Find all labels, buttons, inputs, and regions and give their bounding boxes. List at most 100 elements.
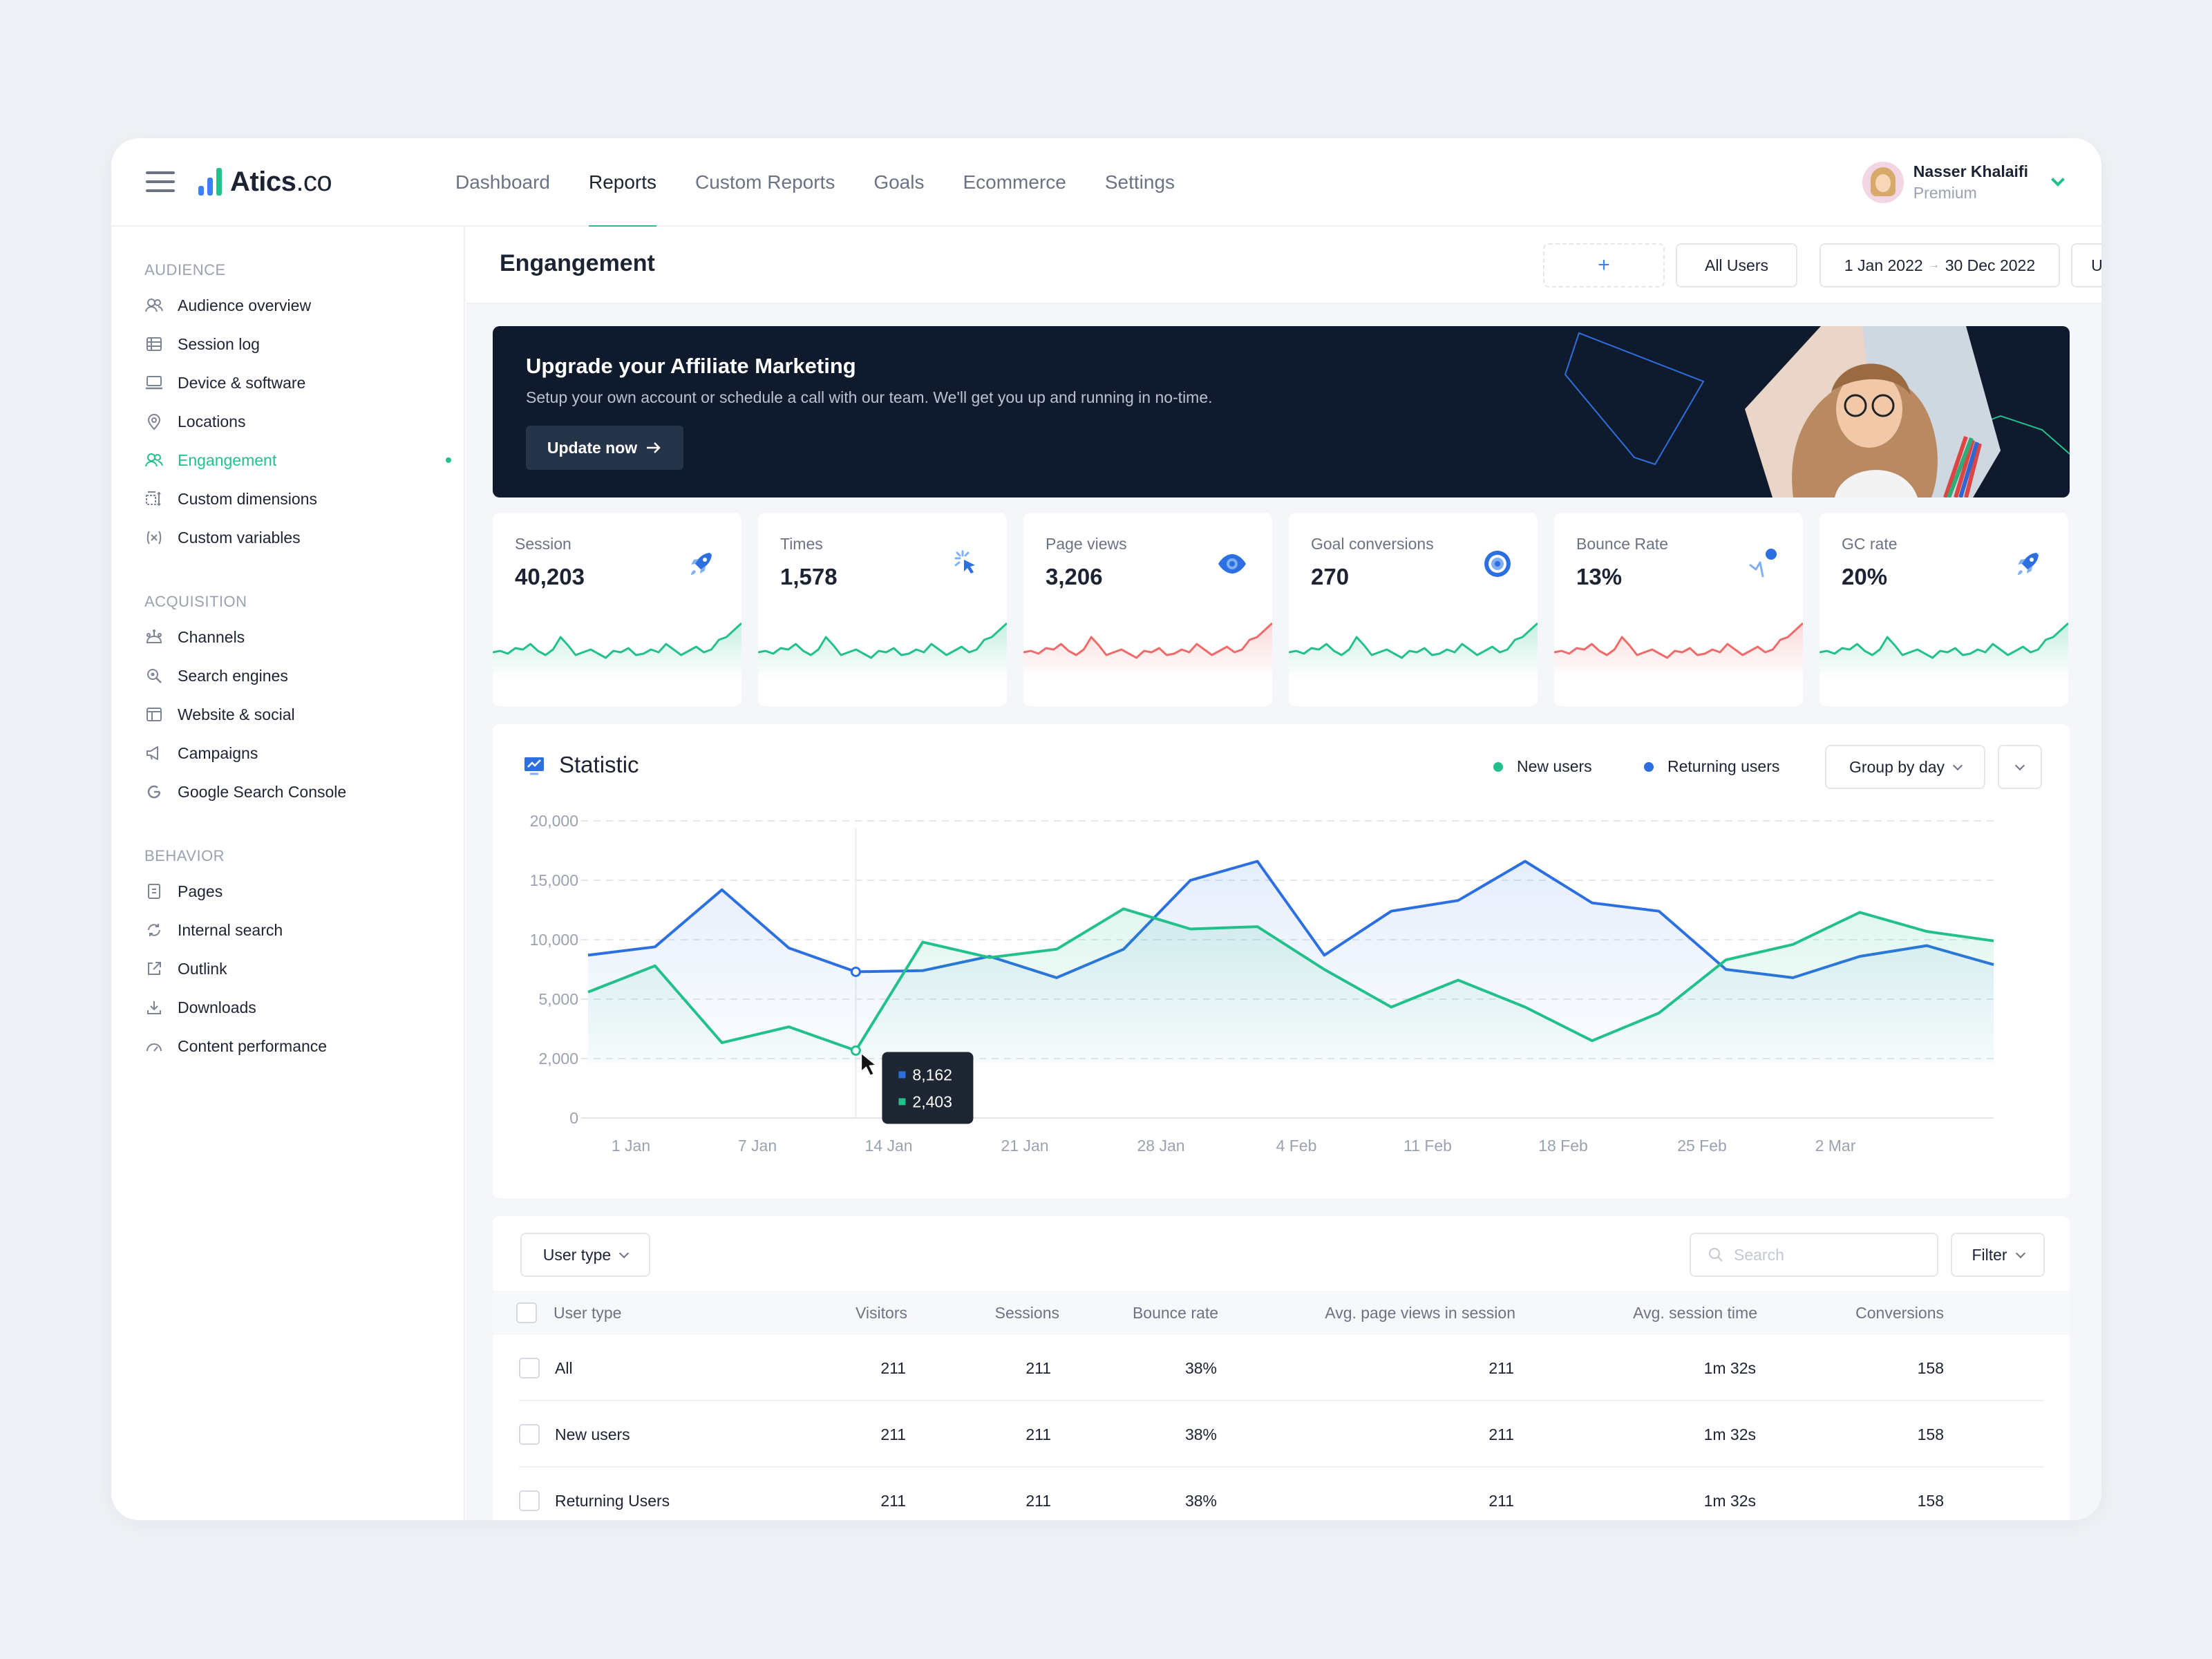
sidebar-item-content-performance[interactable]: Content performance xyxy=(144,1034,442,1059)
column-header[interactable]: Conversions xyxy=(1855,1304,1944,1322)
sidebar-item-label: Google Search Console xyxy=(178,782,347,801)
cell-bounce-rate: 38% xyxy=(1184,1359,1217,1377)
cell-sessions: 211 xyxy=(1025,1492,1051,1510)
kpi-card-bounce-rate[interactable]: Bounce Rate 13% xyxy=(1554,513,1803,706)
table-search[interactable] xyxy=(1690,1233,1938,1277)
legend-new-users[interactable]: New users xyxy=(1493,757,1592,776)
megaphone-icon xyxy=(144,743,164,763)
sidebar-item-website-social[interactable]: Website & social xyxy=(144,702,442,727)
more-options-button[interactable] xyxy=(1998,745,2042,789)
table-row[interactable]: New users 211 211 38% 211 1m 32s 158 xyxy=(519,1401,2043,1468)
users-icon xyxy=(144,451,164,470)
legend-returning-users[interactable]: Returning users xyxy=(1644,757,1779,776)
tooltip-new-value: 2,403 xyxy=(912,1092,952,1110)
main-content: Engangement + All Users 1 Jan 2022 → 30 … xyxy=(466,227,2101,1520)
kpi-label: GC rate xyxy=(1842,535,1898,553)
user-type-filter[interactable]: User type xyxy=(520,1233,650,1277)
eye-icon xyxy=(1218,554,1246,573)
banner-title: Upgrade your Affiliate Marketing xyxy=(526,354,856,378)
sidebar-item-channels[interactable]: Channels xyxy=(144,625,442,650)
sidebar-item-internal-search[interactable]: Internal search xyxy=(144,918,442,942)
data-point xyxy=(850,1045,861,1056)
group-by-select[interactable]: Group by day xyxy=(1825,745,1985,789)
kpi-card-session[interactable]: Session 40,203 xyxy=(493,513,741,706)
user-menu[interactable]: Nasser Khalaifi Premium xyxy=(1862,160,2065,205)
legend-label: Returning users xyxy=(1667,757,1780,775)
y-tick-label: 15,000 xyxy=(530,871,578,889)
users-icon xyxy=(144,296,164,315)
sidebar-item-label: Engangement xyxy=(178,451,277,469)
sidebar-item-device-software[interactable]: Device & software xyxy=(144,370,442,395)
table-row[interactable]: Returning Users 211 211 38% 211 1m 32s 1… xyxy=(519,1468,2043,1520)
kpi-sparkline xyxy=(1554,622,1803,679)
sidebar-item-custom-variables[interactable]: Custom variables xyxy=(144,525,442,550)
y-tick-label: 10,000 xyxy=(530,931,578,949)
chevron-down-icon[interactable] xyxy=(2051,173,2065,187)
sidebar-item-label: Pages xyxy=(178,882,223,900)
user-type-table-panel: User type Filter User type Visitors Sess… xyxy=(493,1216,2070,1520)
menu-icon[interactable] xyxy=(146,171,175,192)
sidebar-item-custom-dimensions[interactable]: Custom dimensions xyxy=(144,486,442,511)
cell-visitors: 211 xyxy=(880,1425,906,1443)
sidebar-item-google-search-console[interactable]: Google Search Console xyxy=(144,779,442,804)
nav-reports[interactable]: Reports xyxy=(588,138,657,228)
sidebar-item-label: Custom variables xyxy=(178,528,301,547)
logo[interactable]: Atics.co xyxy=(198,164,332,199)
select-all-checkbox[interactable] xyxy=(516,1302,537,1323)
arrow-right-icon xyxy=(647,442,661,453)
target-icon xyxy=(1484,551,1511,577)
page-icon xyxy=(144,882,164,901)
column-header[interactable]: Sessions xyxy=(994,1304,1059,1322)
sparkline-line xyxy=(493,622,741,659)
nav-custom-reports[interactable]: Custom Reports xyxy=(695,171,835,193)
row-checkbox[interactable] xyxy=(519,1424,540,1445)
add-button[interactable]: + xyxy=(1543,243,1665,287)
date-range-picker[interactable]: 1 Jan 2022 → 30 Dec 2022 xyxy=(1819,243,2060,287)
sidebar-item-downloads[interactable]: Downloads xyxy=(144,995,442,1020)
column-header[interactable]: User type xyxy=(554,1304,622,1322)
laptop-icon xyxy=(144,373,164,392)
column-header[interactable]: Avg. session time xyxy=(1633,1304,1757,1322)
timezone-select[interactable]: UTC-3:30 xyxy=(2071,243,2101,287)
column-header[interactable]: Avg. page views in session xyxy=(1325,1304,1515,1322)
sidebar-item-outlink[interactable]: Outlink xyxy=(144,956,442,981)
search-input[interactable] xyxy=(1734,1245,1907,1264)
statistic-chart[interactable]: 20,000 15,000 10,000 5,000 2,000 0 1 Jan 7 Jan 1… xyxy=(493,724,2070,1198)
nav-dashboard[interactable]: Dashboard xyxy=(455,171,550,193)
nav-goals[interactable]: Goals xyxy=(873,171,925,193)
sidebar-item-campaigns[interactable]: Campaigns xyxy=(144,741,442,766)
column-header[interactable]: Bounce rate xyxy=(1132,1304,1218,1322)
row-checkbox[interactable] xyxy=(519,1358,540,1378)
promo-banner: Upgrade your Affiliate Marketing Setup y… xyxy=(493,326,2070,497)
sidebar-item-session-log[interactable]: Session log xyxy=(144,332,442,357)
sidebar-item-pages[interactable]: Pages xyxy=(144,879,442,904)
external-link-icon xyxy=(144,959,164,978)
sidebar-item-locations[interactable]: Locations xyxy=(144,409,442,434)
segment-select[interactable]: All Users xyxy=(1676,243,1797,287)
user-name: Nasser Khalaifi xyxy=(1913,162,2028,180)
kpi-label: Bounce Rate xyxy=(1576,535,1668,553)
nav-settings[interactable]: Settings xyxy=(1104,171,1175,193)
row-checkbox[interactable] xyxy=(519,1490,540,1511)
kpi-card-times[interactable]: Times 1,578 xyxy=(758,513,1007,706)
column-header[interactable]: Visitors xyxy=(856,1304,907,1322)
sparkline-line xyxy=(1819,622,2068,659)
kpi-card-goal-conversions[interactable]: Goal conversions 270 xyxy=(1289,513,1538,706)
kpi-value: 1,578 xyxy=(780,564,838,589)
update-now-button[interactable]: Update now xyxy=(526,426,683,470)
kpi-card-gc-rate[interactable]: GC rate 20% xyxy=(1819,513,2068,706)
sidebar-item-label: Outlink xyxy=(178,959,227,978)
sparkline-line xyxy=(758,622,1007,659)
kpi-card-page-views[interactable]: Page views 3,206 xyxy=(1023,513,1272,706)
sidebar-item-audience-overview[interactable]: Audience overview xyxy=(144,293,442,318)
nav-ecommerce[interactable]: Ecommerce xyxy=(963,171,1066,193)
table-row[interactable]: All 211 211 38% 211 1m 32s 158 xyxy=(519,1335,2043,1401)
sidebar-item-engangement[interactable]: Engangement xyxy=(144,448,451,473)
sparkline-area xyxy=(1819,623,2068,679)
filter-button[interactable]: Filter xyxy=(1951,1233,2045,1277)
kpi-sparkline xyxy=(758,622,1007,679)
mouse-cursor-icon xyxy=(860,1052,878,1077)
sidebar-item-label: Campaigns xyxy=(178,743,258,762)
cell-bounce-rate: 38% xyxy=(1184,1425,1217,1443)
sidebar-item-search-engines[interactable]: Search engines xyxy=(144,663,442,688)
